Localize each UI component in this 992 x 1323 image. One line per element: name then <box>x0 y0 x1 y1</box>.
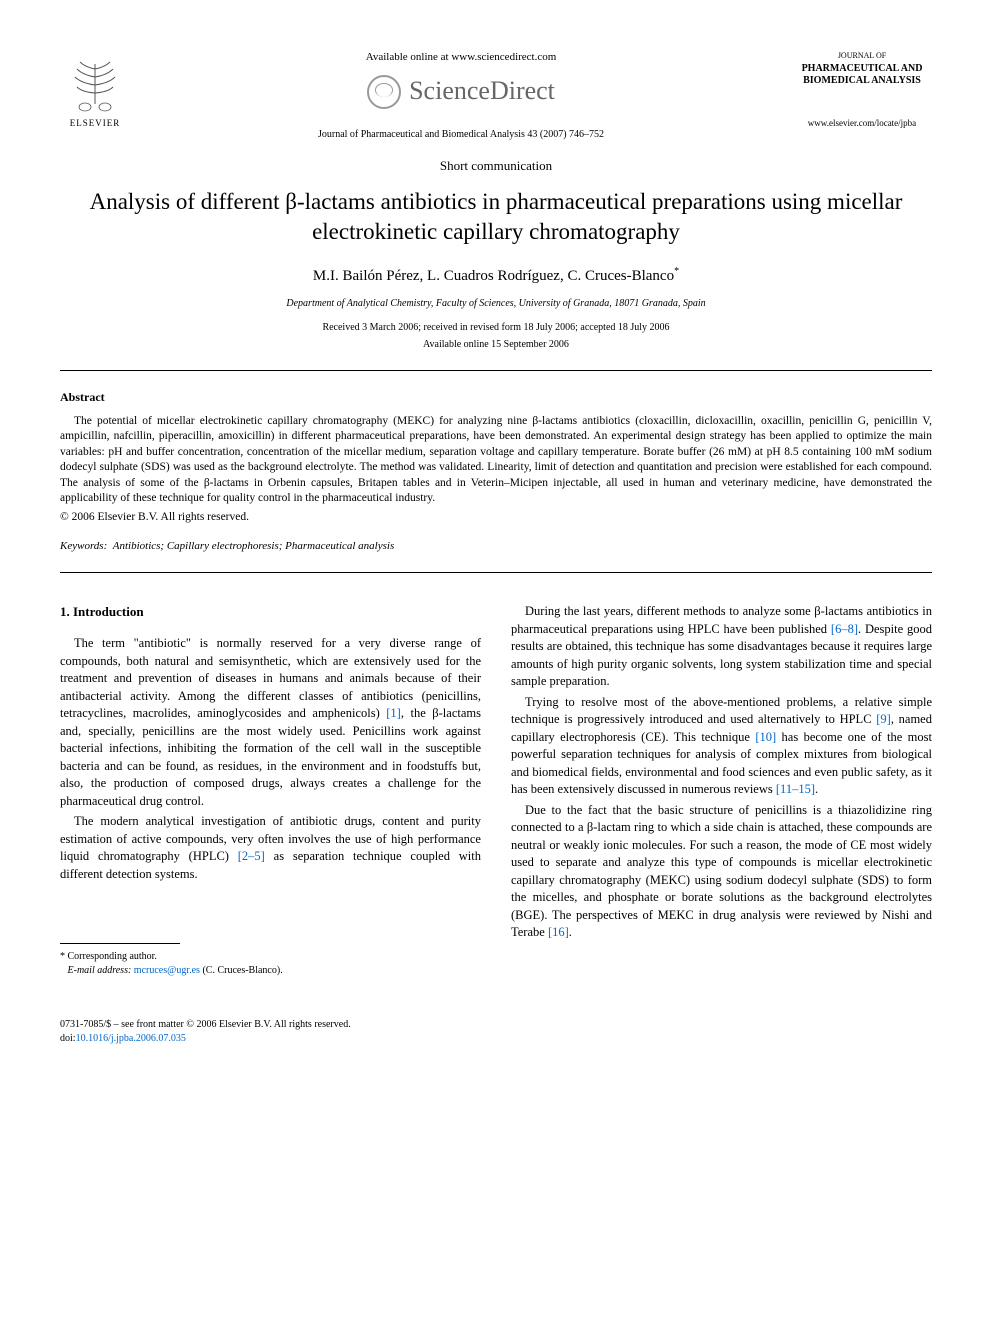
intro-para-3: During the last years, different methods… <box>511 603 932 691</box>
ref-16[interactable]: [16] <box>548 925 569 939</box>
elsevier-tree-icon <box>65 59 125 114</box>
elsevier-logo: ELSEVIER <box>60 50 130 130</box>
right-column: During the last years, different methods… <box>511 603 932 978</box>
affiliation: Department of Analytical Chemistry, Facu… <box>60 297 932 311</box>
intro-para-1: The term "antibiotic" is normally reserv… <box>60 635 481 810</box>
journal-citation: Journal of Pharmaceutical and Biomedical… <box>150 128 772 142</box>
journal-name: PHARMACEUTICAL AND BIOMEDICAL ANALYSIS <box>792 63 932 87</box>
divider-bottom <box>60 572 932 573</box>
footnote-email: E-mail address: mcruces@ugr.es (C. Cruce… <box>60 964 481 978</box>
footnote-email-author: (C. Cruces-Blanco). <box>202 965 282 976</box>
sciencedirect-icon <box>367 75 401 109</box>
ref-9[interactable]: [9] <box>876 712 891 726</box>
article-type: Short communication <box>60 157 932 175</box>
elsevier-label: ELSEVIER <box>70 117 121 130</box>
footnote-email-label: E-mail address: <box>68 965 132 976</box>
intro-para-5: Due to the fact that the basic structure… <box>511 802 932 942</box>
sciencedirect-label: ScienceDirect <box>409 73 555 109</box>
body-columns: 1. Introduction The term "antibiotic" is… <box>60 603 932 978</box>
ref-6-8[interactable]: [6–8] <box>831 622 858 636</box>
ref-1[interactable]: [1] <box>386 706 401 720</box>
header-center: Available online at www.sciencedirect.co… <box>130 50 792 142</box>
abstract-heading: Abstract <box>60 389 932 406</box>
available-online-text: Available online at www.sciencedirect.co… <box>150 50 772 65</box>
ref-11-15[interactable]: [11–15] <box>776 782 815 796</box>
received-dates: Received 3 March 2006; received in revis… <box>60 321 932 335</box>
available-online: Available online 15 September 2006 <box>60 338 932 352</box>
keywords-values: Antibiotics; Capillary electrophoresis; … <box>113 540 394 552</box>
authors: M.I. Bailón Pérez, L. Cuadros Rodríguez,… <box>60 265 932 287</box>
abstract-copyright: © 2006 Elsevier B.V. All rights reserved… <box>60 509 932 525</box>
footnote-corresponding: * Corresponding author. <box>60 950 481 964</box>
ref-2-5[interactable]: [2–5] <box>238 849 265 863</box>
intro-para-4: Trying to resolve most of the above-ment… <box>511 694 932 799</box>
intro-para-2: The modern analytical investigation of a… <box>60 813 481 883</box>
keywords: Keywords: Antibiotics; Capillary electro… <box>60 539 932 554</box>
journal-box: JOURNAL OF PHARMACEUTICAL AND BIOMEDICAL… <box>792 50 932 130</box>
authors-text: M.I. Bailón Pérez, L. Cuadros Rodríguez,… <box>313 268 674 284</box>
keywords-label: Keywords: <box>60 540 107 552</box>
article-title: Analysis of different β-lactams antibiot… <box>60 187 932 247</box>
header-row: ELSEVIER Available online at www.science… <box>60 50 932 142</box>
doi-label: doi: <box>60 1033 76 1044</box>
footnote-separator <box>60 943 180 944</box>
left-column: 1. Introduction The term "antibiotic" is… <box>60 603 481 978</box>
footnote-email-link[interactable]: mcruces@ugr.es <box>134 965 200 976</box>
footer-doi: doi:10.1016/j.jpba.2006.07.035 <box>60 1032 932 1046</box>
footer-line1: 0731-7085/$ – see front matter © 2006 El… <box>60 1018 932 1032</box>
abstract-text: The potential of micellar electrokinetic… <box>60 414 932 507</box>
sciencedirect-logo: ScienceDirect <box>150 73 772 109</box>
divider-top <box>60 370 932 371</box>
corresponding-mark: * <box>674 266 679 277</box>
doi-link[interactable]: 10.1016/j.jpba.2006.07.035 <box>76 1033 186 1044</box>
ref-10[interactable]: [10] <box>755 730 776 744</box>
journal-prefix: JOURNAL OF <box>792 50 932 61</box>
intro-heading: 1. Introduction <box>60 603 481 621</box>
footer: 0731-7085/$ – see front matter © 2006 El… <box>60 1018 932 1046</box>
journal-url: www.elsevier.com/locate/jpba <box>792 117 932 130</box>
